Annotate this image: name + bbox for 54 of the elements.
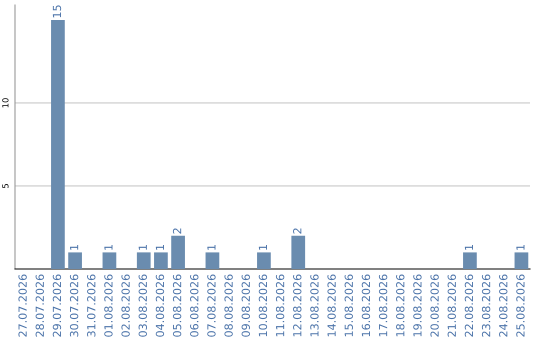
bar: [136, 252, 151, 269]
x-tick-label: 31.07.2026: [87, 274, 96, 337]
bar: [102, 252, 116, 269]
data-label: 1: [70, 244, 78, 250]
x-tick-label: 18.08.2026: [396, 274, 404, 336]
x-tick-label: 08.08.2026: [224, 274, 233, 337]
bar: [206, 252, 220, 269]
data-label: 1: [464, 244, 473, 250]
bar: [51, 20, 65, 269]
x-tick-label: 15.08.2026: [344, 274, 353, 336]
x-tick-label: 17.08.2026: [378, 274, 388, 336]
y-tick-label: 5: [2, 184, 9, 188]
bar: [257, 252, 271, 269]
x-tick-label: 24.08.2026: [499, 274, 508, 337]
x-tick-label: 19.08.2026: [413, 274, 422, 336]
x-tick-label: 21.08.2026: [448, 274, 456, 337]
x-tick-label: 11.08.2026: [276, 274, 284, 336]
data-label: 1: [258, 244, 267, 250]
data-label: 1: [156, 244, 164, 250]
data-label: 15: [52, 5, 62, 18]
x-tick-label: 10.08.2026: [258, 274, 268, 336]
data-label: 1: [138, 244, 147, 250]
x-tick-label: 27.07.2026: [18, 274, 27, 337]
x-tick-label: 06.08.2026: [190, 274, 198, 337]
x-tick-label: 09.08.2026: [242, 274, 250, 337]
x-tick-label: 13.08.2026: [310, 274, 319, 336]
x-tick-label: 25.08.2026: [516, 274, 525, 337]
x-tick-label: 28.07.2026: [36, 274, 44, 337]
x-tick-label: 02.08.2026: [121, 274, 130, 337]
x-tick-label: 20.08.2026: [430, 274, 439, 337]
x-tick-label: 03.08.2026: [138, 274, 147, 337]
bar: [154, 252, 168, 269]
x-tick-label: 01.08.2026: [104, 274, 113, 337]
bar: [171, 236, 185, 269]
bar: [463, 252, 477, 269]
x-tick-label: 23.08.2026: [482, 274, 490, 337]
data-label: 2: [172, 228, 182, 234]
x-tick-label: 22.08.2026: [464, 274, 474, 337]
x-tick-label: 16.08.2026: [362, 274, 370, 336]
x-tick-label: 14.08.2026: [327, 274, 336, 336]
x-tick-label: 05.08.2026: [172, 274, 182, 337]
bar: [291, 236, 306, 269]
x-tick-label: 12.08.2026: [293, 274, 302, 336]
x-tick-label: 04.08.2026: [156, 274, 164, 337]
data-label: 1: [516, 244, 524, 250]
data-label: 2: [293, 228, 302, 234]
bar: [68, 252, 82, 269]
x-tick-label: 30.07.2026: [70, 274, 78, 337]
y-tick-label: 10: [2, 98, 9, 108]
data-label: 1: [207, 244, 216, 250]
bar: [514, 252, 528, 269]
x-tick-label: 29.07.2026: [52, 274, 62, 337]
x-tick-label: 07.08.2026: [207, 274, 216, 337]
data-label: 1: [104, 244, 112, 250]
